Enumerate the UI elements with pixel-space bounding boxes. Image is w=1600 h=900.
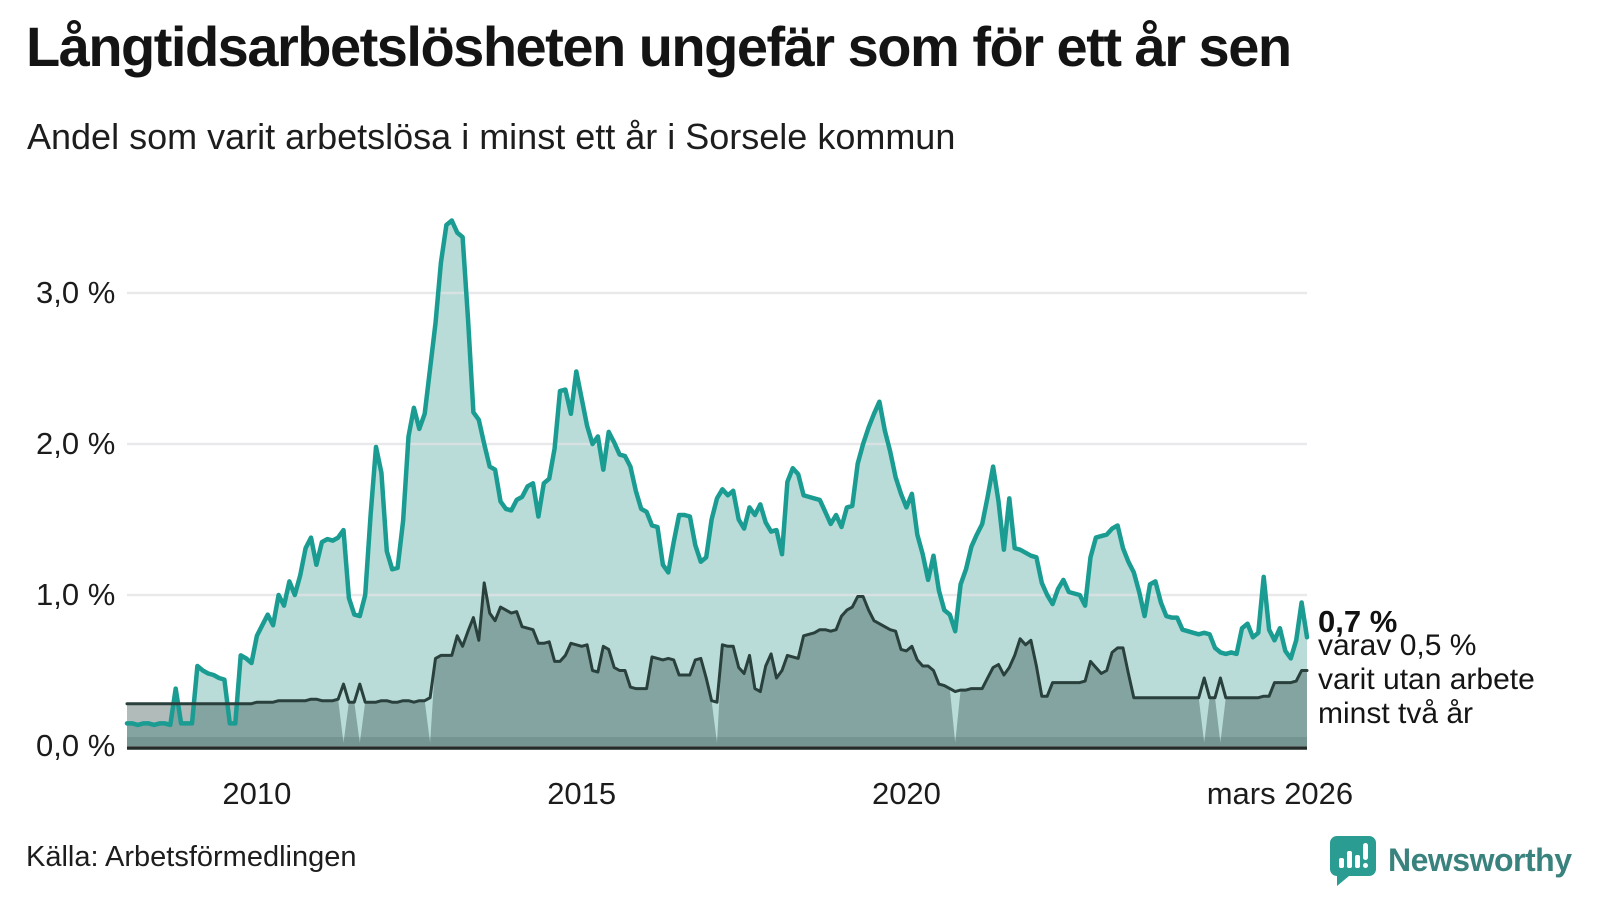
x-axis-tick-2020: 2020 xyxy=(871,776,941,811)
series-end-value-label: 0,7 % xyxy=(1318,604,1398,639)
newsworthy-speech-bubble-chart-icon xyxy=(1330,836,1376,886)
brand-name: Newsworthy xyxy=(1388,841,1572,878)
baseline-shade xyxy=(127,737,1307,746)
series-annotation: varav 0,5 % varit utan arbete minst två … xyxy=(1318,629,1535,731)
annotation-line-3: minst två år xyxy=(1318,697,1474,730)
y-axis-tick-1: 1,0 % xyxy=(36,577,116,612)
area-fill-one-year xyxy=(127,220,1307,746)
x-axis-tick-mars-2026: mars 2026 xyxy=(1206,776,1354,811)
page-subtitle: Andel som varit arbetslösa i minst ett å… xyxy=(27,116,956,157)
brand-logo: Newsworthy xyxy=(1328,834,1572,886)
source-credit: Källa: Arbetsförmedlingen xyxy=(26,841,357,873)
x-axis-tick-2010: 2010 xyxy=(222,776,292,811)
y-axis-tick-2: 2,0 % xyxy=(36,426,116,461)
x-axis-tick-2015: 2015 xyxy=(547,776,617,811)
annotation-line-2: varit utan arbete xyxy=(1318,663,1535,696)
page-title: Långtidsarbetslösheten ungefär som för e… xyxy=(26,15,1292,78)
y-axis-tick-0: 0,0 % xyxy=(36,728,116,763)
line-one-year xyxy=(124,218,1310,728)
line-two-years xyxy=(125,581,1309,706)
y-axis-tick-3: 3,0 % xyxy=(36,275,116,310)
area-fill-two-years xyxy=(127,582,1307,746)
annotation-line-1: varav 0,5 % xyxy=(1318,629,1477,662)
